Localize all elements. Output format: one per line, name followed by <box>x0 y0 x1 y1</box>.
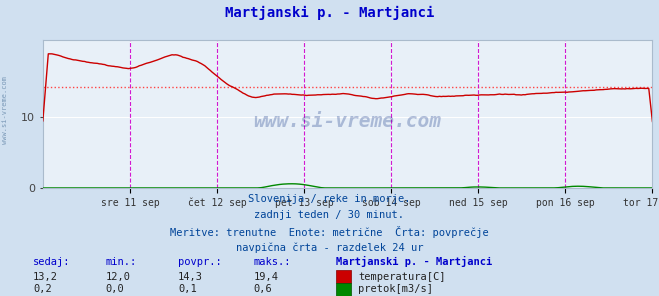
Text: www.si-vreme.com: www.si-vreme.com <box>254 112 442 131</box>
Text: pretok[m3/s]: pretok[m3/s] <box>358 284 434 295</box>
Text: 19,4: 19,4 <box>254 272 279 282</box>
Text: Slovenija / reke in morje.: Slovenija / reke in morje. <box>248 194 411 204</box>
Text: 0,2: 0,2 <box>33 284 51 295</box>
Text: Martjanski p. - Martjanci: Martjanski p. - Martjanci <box>225 6 434 20</box>
Text: 14,3: 14,3 <box>178 272 203 282</box>
Text: sedaj:: sedaj: <box>33 257 71 267</box>
Text: 0,1: 0,1 <box>178 284 196 295</box>
Text: maks.:: maks.: <box>254 257 291 267</box>
Text: min.:: min.: <box>105 257 136 267</box>
Text: 12,0: 12,0 <box>105 272 130 282</box>
Text: navpična črta - razdelek 24 ur: navpična črta - razdelek 24 ur <box>236 243 423 253</box>
Text: 0,0: 0,0 <box>105 284 124 295</box>
Text: zadnji teden / 30 minut.: zadnji teden / 30 minut. <box>254 210 405 220</box>
Text: 13,2: 13,2 <box>33 272 58 282</box>
Text: www.si-vreme.com: www.si-vreme.com <box>2 75 9 144</box>
Text: povpr.:: povpr.: <box>178 257 221 267</box>
Text: temperatura[C]: temperatura[C] <box>358 272 446 282</box>
Text: 0,6: 0,6 <box>254 284 272 295</box>
Text: Martjanski p. - Martjanci: Martjanski p. - Martjanci <box>336 256 492 268</box>
Text: Meritve: trenutne  Enote: metrične  Črta: povprečje: Meritve: trenutne Enote: metrične Črta: … <box>170 226 489 239</box>
